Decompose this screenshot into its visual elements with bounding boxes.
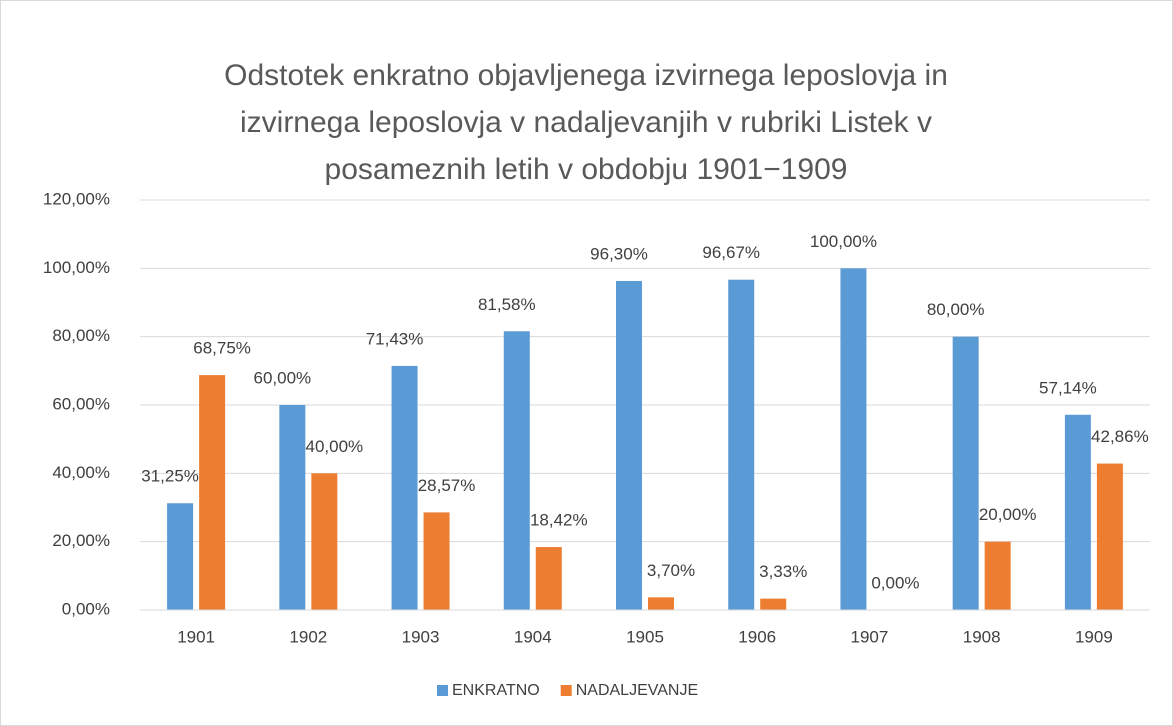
bar (616, 280, 642, 610)
x-tick-label: 1905 (626, 627, 664, 646)
bar (728, 279, 755, 610)
bar (952, 336, 979, 610)
bar (984, 541, 1011, 610)
legend-label: NADALJEVANJE (576, 682, 698, 699)
x-tick-label: 1909 (1075, 627, 1113, 646)
data-label: 96,30% (590, 244, 648, 263)
data-label: 100,00% (810, 232, 877, 251)
y-tick-label: 20,00% (52, 531, 110, 550)
x-tick-label: 1903 (402, 627, 440, 646)
y-tick-label: 0,00% (62, 599, 110, 618)
bar (279, 405, 306, 610)
data-label: 3,33% (759, 562, 807, 581)
data-label: 80,00% (927, 300, 985, 319)
bar (167, 503, 194, 610)
y-tick-label: 120,00% (43, 189, 110, 208)
data-label: 31,25% (141, 467, 199, 486)
legend-swatch (560, 685, 572, 696)
bar (503, 331, 530, 610)
y-tick-label: 60,00% (52, 394, 110, 413)
x-tick-label: 1902 (289, 627, 327, 646)
bar (840, 268, 867, 610)
data-label: 28,57% (418, 476, 476, 495)
bar (535, 547, 562, 610)
bar (1064, 414, 1091, 610)
x-tick-label: 1906 (738, 627, 776, 646)
x-tick-label: 1904 (514, 627, 552, 646)
legend-swatch (437, 685, 448, 696)
chart-title: Odstotek enkratno objavljenega izvirnega… (224, 59, 948, 186)
data-label: 20,00% (979, 505, 1037, 524)
data-label: 60,00% (253, 368, 311, 387)
bar (311, 473, 338, 610)
x-tick-label: 1901 (177, 627, 215, 646)
bar (391, 365, 418, 610)
bar (423, 512, 450, 610)
data-label: 71,43% (366, 329, 424, 348)
data-label: 3,70% (647, 561, 695, 580)
data-label: 0,00% (871, 573, 919, 592)
x-tick-label: 1908 (963, 627, 1001, 646)
y-tick-label: 80,00% (52, 326, 110, 345)
y-tick-label: 40,00% (52, 463, 110, 482)
legend-label: ENKRATNO (452, 682, 540, 699)
data-label: 40,00% (305, 437, 363, 456)
bar (648, 597, 674, 610)
data-label: 57,14% (1039, 378, 1097, 397)
data-label: 68,75% (193, 339, 251, 358)
x-tick-label: 1907 (851, 627, 889, 646)
bar (1096, 463, 1123, 610)
data-label: 18,42% (530, 511, 588, 530)
data-label: 81,58% (478, 295, 536, 314)
bar (199, 375, 226, 610)
y-tick-label: 100,00% (43, 258, 110, 277)
data-label: 96,67% (702, 243, 760, 262)
data-label: 42,86% (1091, 427, 1149, 446)
bar (760, 598, 787, 610)
